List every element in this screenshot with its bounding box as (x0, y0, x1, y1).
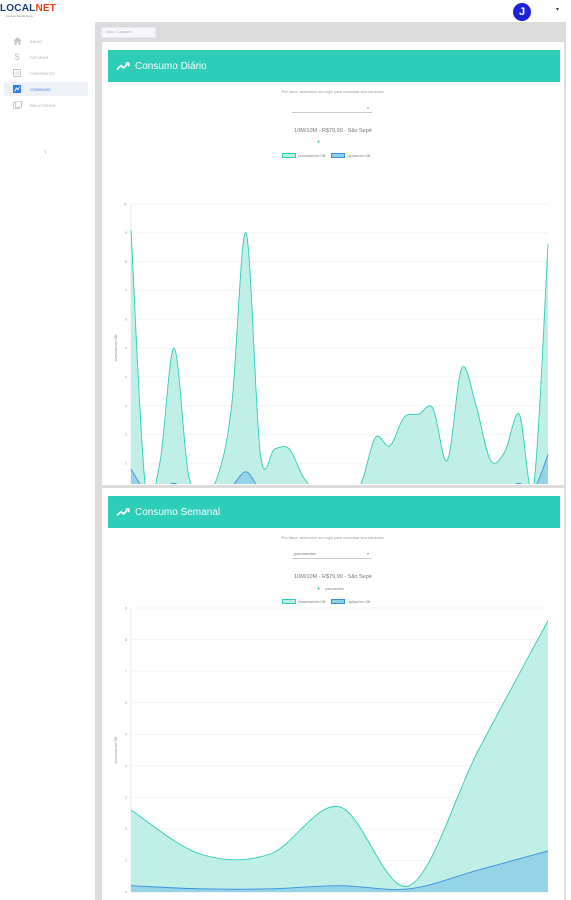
legend-item-upload[interactable]: Upload em GB (331, 599, 370, 604)
legend-item-upload[interactable]: Upload em GB (331, 153, 370, 158)
trending-up-icon (116, 508, 130, 517)
y-tick-label: 9 (125, 606, 127, 610)
series-area-download (131, 229, 548, 484)
y-tick-label: 7 (125, 289, 127, 293)
hint-text: Por favor, selecione um login para consu… (281, 89, 385, 94)
legend-label: Upload em GB (347, 599, 371, 604)
weekly-consumption-card: Consumo Semanal Por favor, selecione um … (102, 488, 564, 900)
logo-subtitle: internet banda larga (6, 14, 33, 18)
legend-swatch (282, 599, 296, 604)
daily-consumption-card: Consumo Diário Por favor, selecione um l… (102, 42, 564, 485)
weekly-chart: 0 1 2 3 4 5 6 7 8 9 Consumo em GB (114, 606, 549, 894)
chart-legend: Download em GB Upload em GB (282, 153, 370, 158)
chevron-down-icon: ▾ (366, 551, 369, 556)
legend-swatch (331, 153, 346, 158)
sidebar-item-label: INÍCIO (30, 38, 43, 44)
y-tick-label: 9 (125, 231, 127, 235)
series-line-download (130, 620, 549, 887)
home-icon (12, 36, 22, 46)
dollar-icon: $ (14, 52, 20, 62)
series-line-download (130, 229, 549, 484)
sidebar-item-inicio[interactable]: INÍCIO (4, 34, 88, 48)
plan-subtitle: 10M/10M - R$79,90 - São Sepé (294, 128, 372, 134)
report-icon (12, 100, 22, 110)
legend-swatch (282, 153, 296, 158)
y-tick-label: 6 (125, 318, 127, 322)
chart-legend: Download em GB Upload em GB (282, 599, 370, 604)
top-bar: LOCALNET internet banda larga J ▾ (0, 0, 571, 22)
daily-chart: 01234567891019/1020/1021/1022/1023/1024/… (114, 202, 549, 484)
logo-main-text: LOCAL (0, 3, 36, 14)
sidebar-item-faturas[interactable]: $ FATURAS (4, 50, 88, 64)
y-tick-label: 0 (125, 890, 127, 894)
sidebar: INÍCIO $ FATURAS CONTRATOS CONSUMO RELAT… (0, 22, 95, 900)
y-tick-label: 5 (125, 346, 127, 350)
login-select[interactable]: joaomendes ▾ (292, 549, 372, 559)
card-title: Consumo Semanal (135, 506, 221, 518)
chevron-left-icon[interactable]: ‹ (44, 146, 47, 156)
y-tick-label: 7 (125, 669, 127, 673)
login-label: joaomendes (325, 587, 345, 591)
legend-label: Download em GB (298, 153, 326, 158)
breadcrumb[interactable]: Início / Consumo (101, 27, 156, 38)
plan-subtitle: 10M/10M - R$79,90 - São Sepé (294, 574, 372, 580)
y-tick-label: 4 (125, 375, 127, 379)
y-tick-label: 10 (123, 202, 127, 206)
logo-accent-text: NET (35, 3, 57, 14)
chart-icon (12, 84, 22, 94)
card-title: Consumo Diário (135, 60, 207, 72)
y-tick-label: 3 (125, 404, 127, 408)
login-select[interactable]: ▾ (292, 103, 372, 113)
sidebar-item-label: CONSUMO (30, 86, 51, 92)
sidebar-item-relatorios[interactable]: RELATÓRIOS (4, 98, 88, 112)
sidebar-item-label: CONTRATOS (30, 70, 55, 76)
sidebar-item-contratos[interactable]: CONTRATOS (4, 66, 88, 80)
legend-label: Upload em GB (347, 153, 371, 158)
hint-text: Por favor, selecione um login para consu… (281, 535, 385, 540)
legend-swatch (331, 599, 346, 604)
series-area-upload (131, 850, 548, 892)
y-tick-label: 1 (125, 859, 127, 863)
sidebar-item-label: FATURAS (30, 54, 49, 60)
y-axis-label: Consumo em GB (114, 334, 118, 362)
y-tick-label: 1 (125, 462, 127, 466)
legend-item-download[interactable]: Download em GB (282, 599, 325, 604)
sidebar-item-label: RELATÓRIOS (30, 102, 56, 108)
login-select-value: joaomendes (294, 551, 316, 556)
y-tick-label: 4 (125, 764, 127, 768)
card-header: Consumo Semanal (108, 496, 560, 528)
user-icon: ● (317, 139, 321, 145)
y-tick-label: 5 (125, 733, 127, 737)
y-tick-label: 2 (125, 827, 127, 831)
user-icon: ● (317, 586, 321, 592)
legend-label: Download em GB (298, 599, 326, 604)
chevron-down-icon: ▾ (366, 105, 369, 110)
legend-item-download[interactable]: Download em GB (282, 153, 325, 158)
y-tick-label: 8 (125, 260, 127, 264)
card-header: Consumo Diário (108, 50, 560, 82)
y-tick-label: 6 (125, 701, 127, 705)
y-tick-label: 2 (125, 433, 127, 437)
sidebar-item-consumo[interactable]: CONSUMO (4, 82, 88, 96)
chevron-down-icon[interactable]: ▾ (556, 7, 560, 13)
y-tick-label: 8 (125, 638, 127, 642)
contract-icon (12, 68, 22, 78)
avatar[interactable]: J (513, 3, 531, 21)
trending-up-icon (116, 62, 130, 71)
y-axis-label: Consumo em GB (114, 736, 118, 764)
y-tick-label: 3 (125, 796, 127, 800)
logo[interactable]: LOCALNET (0, 3, 56, 14)
